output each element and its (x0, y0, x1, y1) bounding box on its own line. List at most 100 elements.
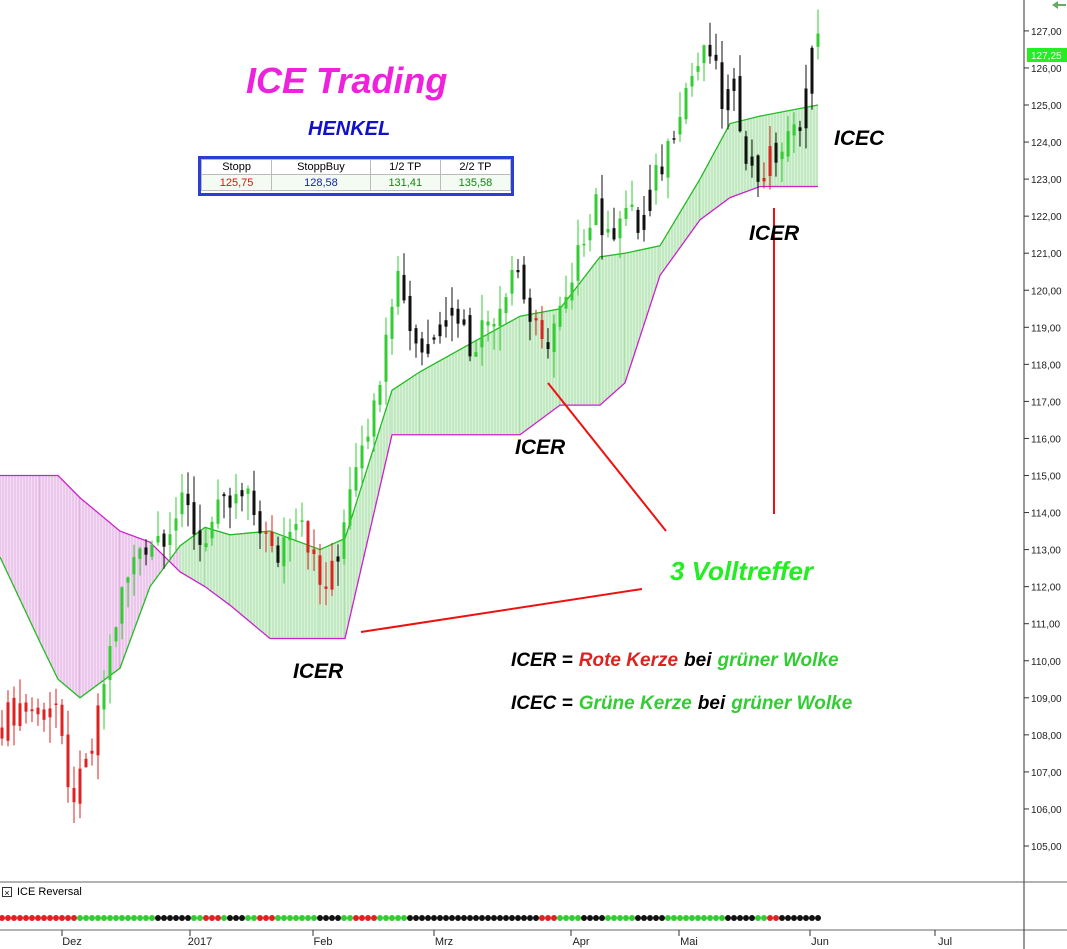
y-tick-label: 121,00 (1031, 249, 1062, 260)
reversal-dot (17, 915, 23, 921)
reversal-dot (137, 915, 143, 921)
candle (816, 9, 820, 60)
reversal-dot (311, 915, 317, 921)
candle (48, 692, 52, 743)
candle (210, 516, 214, 546)
candle (606, 210, 610, 238)
close-box-icon[interactable]: × (2, 887, 12, 898)
candle (54, 688, 58, 728)
reversal-dot (497, 915, 503, 921)
reversal-dot (335, 915, 341, 921)
candle (534, 309, 538, 336)
candle (480, 294, 484, 366)
candle (108, 634, 112, 704)
reversal-dot (641, 915, 647, 921)
reversal-dot (221, 915, 227, 921)
candle (420, 331, 424, 366)
candle (498, 286, 502, 351)
reversal-dot (11, 915, 17, 921)
candle (594, 187, 598, 226)
reversal-dot (617, 915, 623, 921)
candle (444, 296, 448, 338)
candle (192, 476, 196, 550)
reversal-dot (797, 915, 803, 921)
table-header-tp2: 2/2 TP (439, 159, 512, 175)
reversal-dot (677, 915, 683, 921)
targets-table: Stopp StoppBuy 1/2 TP 2/2 TP 125,75 128,… (198, 156, 514, 196)
reversal-dot (431, 915, 437, 921)
reversal-dot (689, 915, 695, 921)
candle (156, 511, 160, 546)
legend-icec-candle: Grüne Kerze (578, 693, 692, 714)
candle (384, 317, 388, 405)
reversal-dot (305, 915, 311, 921)
reversal-dot (239, 915, 245, 921)
reversal-dot (719, 915, 725, 921)
reversal-dot (155, 915, 161, 921)
chart-title: ICE Trading (246, 60, 448, 101)
y-tick-label: 115,00 (1031, 472, 1061, 483)
candle (462, 309, 466, 327)
indicator-header: × ICE Reversal (2, 886, 82, 898)
candle (12, 686, 16, 746)
reversal-dot (77, 915, 83, 921)
candle (276, 536, 280, 568)
candle (84, 752, 88, 768)
reversal-dot (383, 915, 389, 921)
reversal-dot (545, 915, 551, 921)
candle (318, 544, 322, 605)
reversal-dot (653, 915, 659, 921)
candle (624, 190, 628, 227)
scroll-arrow-icon[interactable] (1052, 1, 1066, 9)
candle (42, 702, 46, 732)
candle (414, 324, 418, 358)
candle (348, 466, 352, 530)
candle (234, 473, 238, 519)
candle (450, 287, 454, 342)
candle (630, 180, 634, 212)
reversal-dot (509, 915, 515, 921)
reversal-dot (71, 915, 77, 921)
y-tick-label: 110,00 (1031, 657, 1061, 668)
reversal-dot (557, 915, 563, 921)
reversal-dot (659, 915, 665, 921)
candle (570, 262, 574, 310)
reversal-dot (0, 915, 5, 921)
reversal-dot (587, 915, 593, 921)
reversal-dot (101, 915, 107, 921)
reversal-dot (485, 915, 491, 921)
reversal-dot (41, 915, 47, 921)
reversal-dot (647, 915, 653, 921)
table-value-stoppbuy: 128,58 (271, 174, 371, 191)
annotation-volltreffer: 3 Volltreffer (670, 556, 814, 586)
candle (612, 207, 616, 242)
candle (798, 120, 802, 147)
reversal-dot (371, 915, 377, 921)
candle (366, 418, 370, 450)
reversal-dot (317, 915, 323, 921)
candle (198, 504, 202, 562)
candle (30, 697, 34, 723)
candle (750, 139, 754, 178)
reversal-dot (563, 915, 569, 921)
candle (576, 219, 580, 296)
y-tick-label: 123,00 (1031, 175, 1062, 186)
reversal-dot (251, 915, 257, 921)
reversal-dot (551, 915, 557, 921)
candle (96, 693, 100, 780)
reversal-dot (119, 915, 125, 921)
candle (558, 296, 562, 331)
reversal-dot (23, 915, 29, 921)
candle (378, 380, 382, 413)
candle (762, 162, 766, 189)
reversal-dot (215, 915, 221, 921)
reversal-dot (365, 915, 371, 921)
candle (372, 393, 376, 452)
candle (270, 515, 274, 553)
reversal-dot (455, 915, 461, 921)
y-tick-label: 120,00 (1031, 286, 1062, 297)
candle (474, 339, 478, 357)
candle (228, 487, 232, 529)
